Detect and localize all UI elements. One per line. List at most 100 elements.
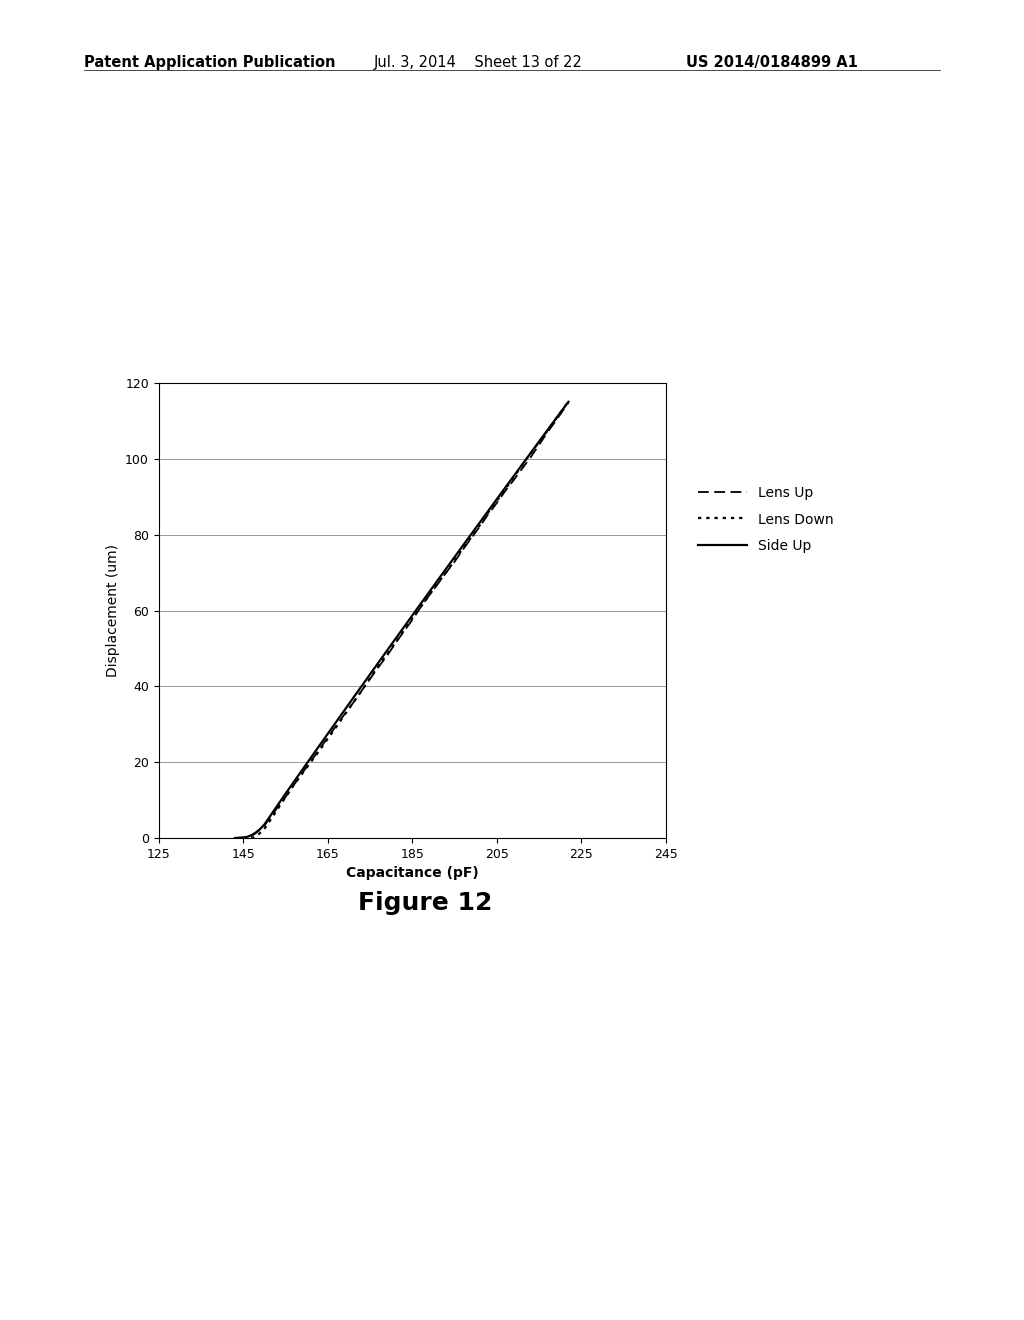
Lens Up — [389, 636, 401, 652]
Side Up — [415, 597, 427, 612]
Side Up — [250, 825, 262, 841]
Lens Down — [499, 482, 511, 498]
Lens Down — [330, 719, 342, 735]
Lens Up — [330, 718, 342, 734]
Text: Figure 12: Figure 12 — [357, 891, 493, 915]
Lens Down — [490, 494, 503, 510]
Lens Up — [449, 554, 461, 570]
Lens Down — [397, 623, 410, 639]
Lens Down — [262, 814, 274, 830]
Lens Down — [232, 830, 245, 846]
Lens Down — [423, 587, 435, 603]
Lens Down — [465, 529, 477, 545]
Lens Up — [381, 648, 393, 664]
Side Up — [254, 821, 266, 837]
Lens Up — [275, 795, 288, 810]
Lens Up — [250, 825, 262, 841]
Side Up — [242, 829, 254, 845]
Side Up — [246, 828, 258, 843]
Lens Down — [550, 411, 562, 426]
Lens Up — [347, 696, 359, 711]
Lens Up — [423, 587, 435, 603]
Lens Down — [482, 504, 495, 520]
Lens Down — [266, 808, 279, 824]
Lens Up — [262, 812, 274, 828]
Lens Up — [280, 789, 292, 805]
Side Up — [407, 607, 419, 623]
Lens Down — [238, 830, 250, 846]
Lens Down — [381, 647, 393, 663]
Lens Up — [407, 612, 419, 628]
Lens Down — [562, 393, 574, 409]
Side Up — [258, 817, 270, 833]
Side Up — [516, 457, 528, 473]
Lens Down — [288, 777, 300, 793]
Side Up — [338, 702, 350, 718]
Lens Down — [415, 599, 427, 615]
Side Up — [562, 393, 574, 409]
Side Up — [431, 573, 443, 589]
Text: Patent Application Publication: Patent Application Publication — [84, 55, 336, 70]
Side Up — [288, 774, 300, 789]
Side Up — [449, 549, 461, 565]
Lens Down — [258, 821, 270, 837]
Text: Jul. 3, 2014    Sheet 13 of 22: Jul. 3, 2014 Sheet 13 of 22 — [374, 55, 583, 70]
Y-axis label: Displacement (um): Displacement (um) — [105, 544, 120, 677]
Lens Down — [558, 400, 570, 416]
Side Up — [550, 411, 562, 426]
Lens Up — [558, 401, 570, 417]
Lens Up — [482, 507, 495, 523]
Text: US 2014/0184899 A1: US 2014/0184899 A1 — [686, 55, 858, 70]
Lens Down — [271, 803, 284, 818]
Lens Up — [508, 473, 520, 488]
Side Up — [232, 830, 245, 846]
Lens Down — [254, 825, 266, 841]
Lens Up — [373, 659, 385, 675]
Lens Up — [465, 531, 477, 546]
Side Up — [465, 527, 477, 543]
Side Up — [266, 804, 279, 820]
Lens Down — [246, 830, 258, 846]
Side Up — [490, 491, 503, 507]
X-axis label: Capacitance (pF): Capacitance (pF) — [346, 866, 478, 880]
Side Up — [373, 655, 385, 671]
Side Up — [275, 792, 288, 808]
Line: Side Up: Side Up — [234, 401, 568, 838]
Lens Down — [532, 434, 545, 450]
Side Up — [397, 619, 410, 635]
Lens Up — [246, 828, 258, 843]
Side Up — [238, 830, 250, 846]
Side Up — [440, 561, 453, 577]
Side Up — [364, 667, 376, 682]
Lens Up — [524, 450, 537, 466]
Side Up — [381, 643, 393, 659]
Lens Down — [440, 565, 453, 581]
Lens Down — [473, 517, 486, 533]
Side Up — [280, 785, 292, 801]
Lens Down — [542, 422, 554, 438]
Lens Up — [440, 565, 453, 581]
Legend: Lens Up, Lens Down, Side Up: Lens Up, Lens Down, Side Up — [693, 480, 840, 558]
Lens Up — [516, 461, 528, 477]
Side Up — [355, 678, 368, 694]
Lens Up — [305, 754, 317, 770]
Lens Up — [499, 483, 511, 499]
Side Up — [473, 515, 486, 531]
Lens Up — [271, 800, 284, 816]
Lens Down — [275, 796, 288, 812]
Lens Up — [562, 395, 574, 411]
Side Up — [313, 738, 326, 754]
Lens Up — [457, 541, 469, 557]
Lens Down — [389, 635, 401, 651]
Line: Lens Up: Lens Up — [234, 403, 568, 838]
Lens Up — [313, 742, 326, 758]
Lens Up — [364, 671, 376, 686]
Lens Up — [550, 413, 562, 429]
Line: Lens Down: Lens Down — [234, 401, 568, 838]
Lens Up — [338, 706, 350, 722]
Lens Up — [288, 777, 300, 793]
Side Up — [330, 714, 342, 730]
Lens Up — [296, 764, 308, 780]
Lens Down — [347, 696, 359, 711]
Lens Up — [228, 830, 241, 846]
